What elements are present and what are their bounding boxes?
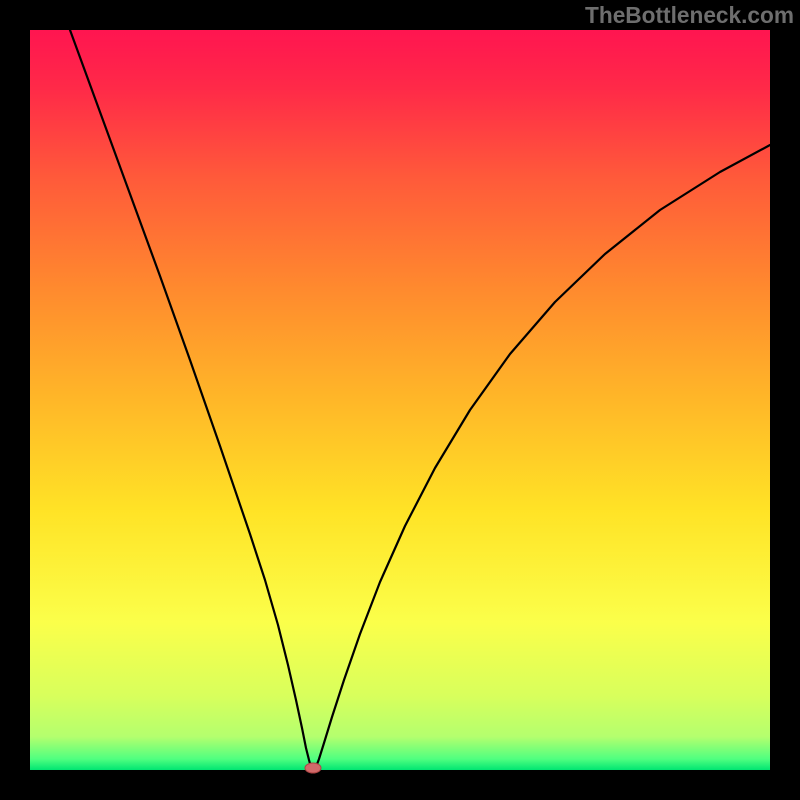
trough-marker: [305, 763, 321, 773]
bottleneck-chart: [0, 0, 800, 800]
plot-area: [30, 30, 770, 770]
chart-container: TheBottleneck.com: [0, 0, 800, 800]
watermark-text: TheBottleneck.com: [585, 2, 794, 29]
